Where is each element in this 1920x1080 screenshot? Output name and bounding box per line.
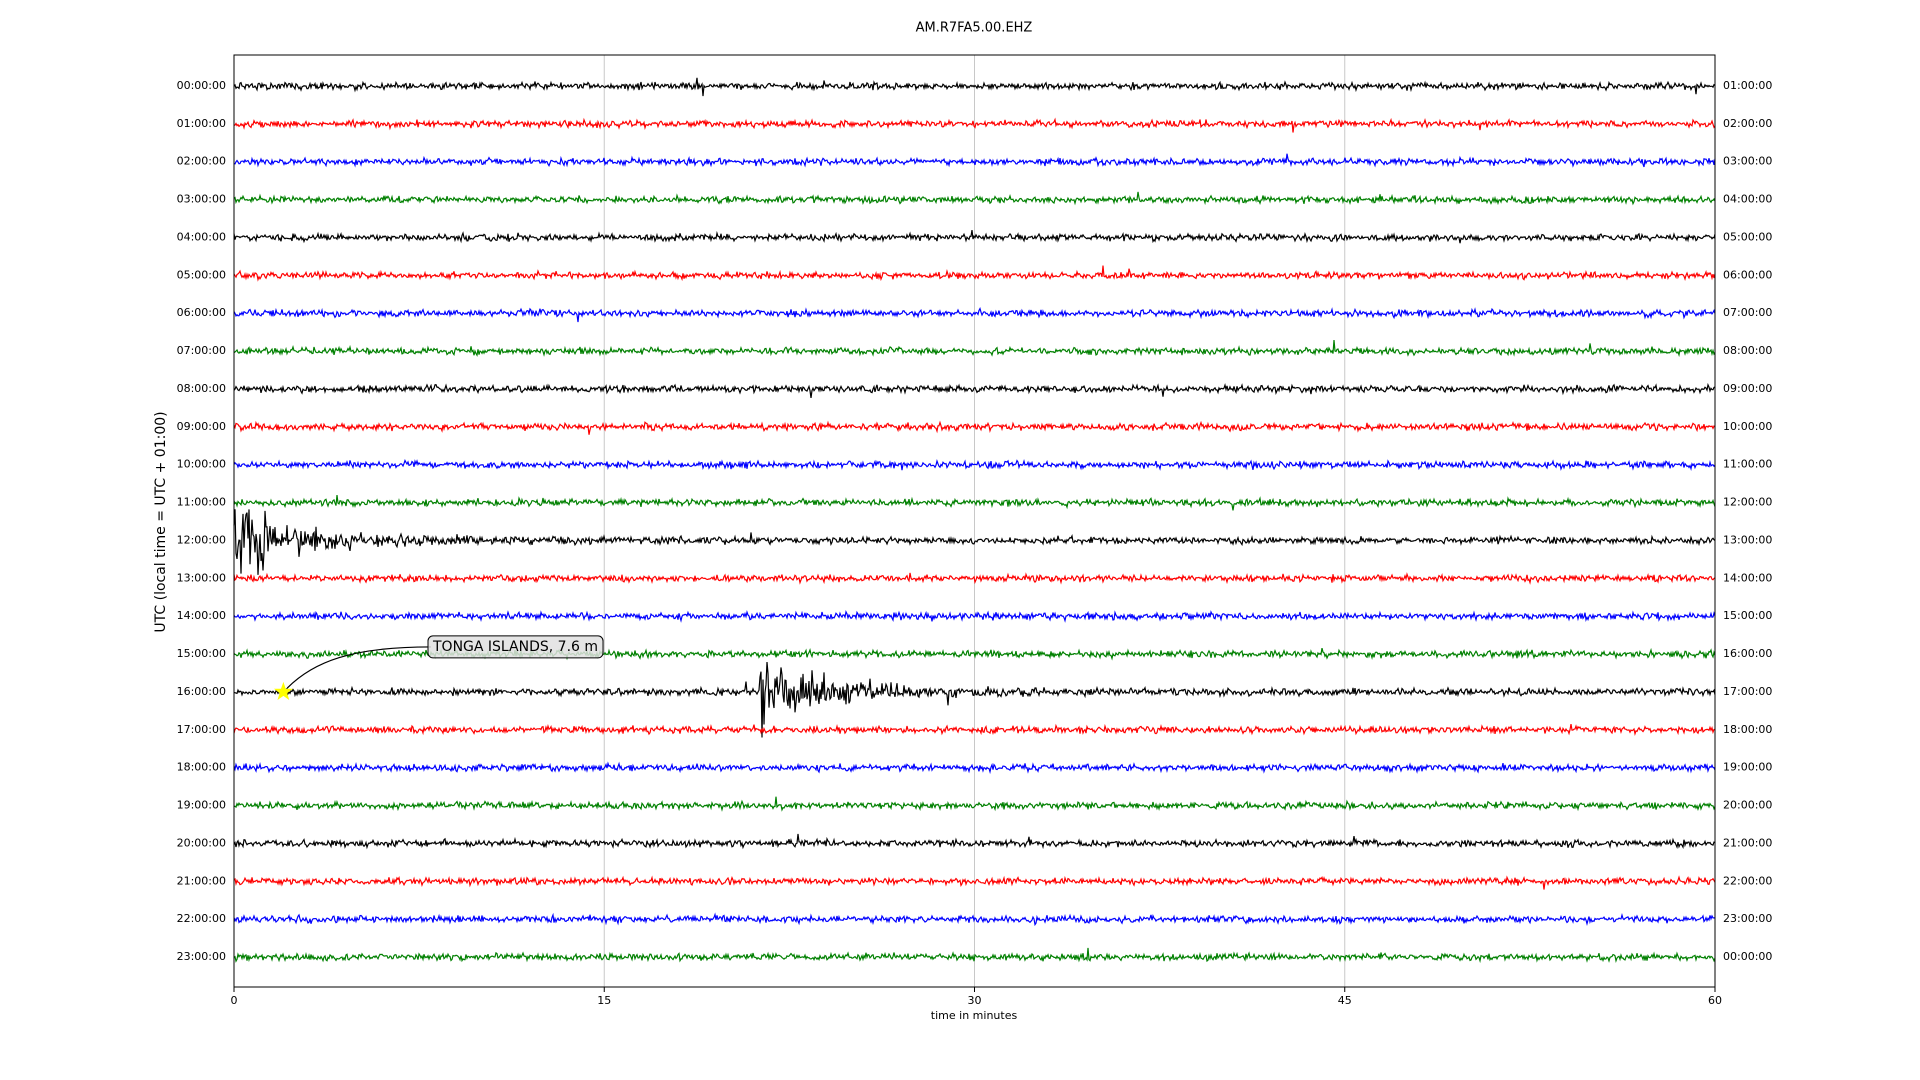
trace <box>233 458 1716 472</box>
row-label-left: 11:00:00 <box>177 496 226 509</box>
row-label-right: 17:00:00 <box>1723 685 1772 698</box>
row-label-left: 23:00:00 <box>177 950 226 963</box>
row-label-left: 14:00:00 <box>177 609 226 622</box>
row-label-left: 16:00:00 <box>177 685 226 698</box>
row-label-left: 01:00:00 <box>177 117 226 130</box>
trace <box>233 947 1716 964</box>
row-label-right: 18:00:00 <box>1723 723 1772 736</box>
row-label-left: 07:00:00 <box>177 344 226 357</box>
x-tick-label: 30 <box>968 994 982 1007</box>
trace <box>233 723 1716 737</box>
row-label-right: 15:00:00 <box>1723 609 1772 622</box>
row-label-left: 12:00:00 <box>177 533 226 546</box>
row-label-right: 03:00:00 <box>1723 155 1772 168</box>
row-label-right: 02:00:00 <box>1723 117 1772 130</box>
row-label-left: 00:00:00 <box>177 79 226 92</box>
row-label-right: 09:00:00 <box>1723 382 1772 395</box>
trace <box>233 572 1716 585</box>
trace <box>233 912 1716 927</box>
trace <box>233 153 1716 168</box>
row-label-right: 01:00:00 <box>1723 79 1772 92</box>
grid <box>233 55 1716 987</box>
row-label-right: 23:00:00 <box>1723 912 1772 925</box>
row-label-left: 13:00:00 <box>177 571 226 584</box>
row-label-left: 02:00:00 <box>177 155 226 168</box>
x-tick-label: 15 <box>597 994 611 1007</box>
trace <box>234 661 1716 738</box>
row-label-left: 09:00:00 <box>177 420 226 433</box>
row-label-right: 14:00:00 <box>1723 571 1772 584</box>
trace <box>233 833 1716 850</box>
trace <box>233 265 1716 282</box>
row-label-left: 15:00:00 <box>177 647 226 660</box>
row-label-left: 06:00:00 <box>177 306 226 319</box>
row-label-right: 08:00:00 <box>1723 344 1772 357</box>
row-label-right: 21:00:00 <box>1723 836 1772 849</box>
row-label-left: 04:00:00 <box>177 230 226 243</box>
row-label-left: 03:00:00 <box>177 193 226 206</box>
row-label-left: 10:00:00 <box>177 458 226 471</box>
row-label-left: 05:00:00 <box>177 268 226 281</box>
row-label-right: 06:00:00 <box>1723 268 1772 281</box>
trace <box>233 117 1716 133</box>
trace <box>233 306 1716 323</box>
row-label-right: 00:00:00 <box>1723 950 1772 963</box>
trace <box>233 77 1716 97</box>
row-label-left: 21:00:00 <box>177 874 226 887</box>
trace <box>233 382 1716 398</box>
trace <box>233 609 1716 623</box>
row-label-left: 20:00:00 <box>177 836 226 849</box>
trace <box>233 230 1716 244</box>
row-label-right: 12:00:00 <box>1723 496 1772 509</box>
row-label-right: 16:00:00 <box>1723 647 1772 660</box>
x-tick-label: 60 <box>1708 994 1722 1007</box>
trace <box>233 796 1716 812</box>
row-label-right: 04:00:00 <box>1723 193 1772 206</box>
annotation-arrow <box>286 646 432 689</box>
annotation-text: TONGA ISLANDS, 7.6 m <box>432 639 598 655</box>
row-label-left: 08:00:00 <box>177 382 226 395</box>
row-label-right: 20:00:00 <box>1723 799 1772 812</box>
trace <box>233 340 1716 358</box>
chart-title: AM.R7FA5.00.EHZ <box>916 21 1033 36</box>
row-label-right: 13:00:00 <box>1723 533 1772 546</box>
trace <box>233 761 1716 775</box>
row-label-right: 11:00:00 <box>1723 458 1772 471</box>
trace <box>233 191 1716 206</box>
row-label-right: 10:00:00 <box>1723 420 1772 433</box>
trace <box>233 509 1716 575</box>
row-label-left: 19:00:00 <box>177 799 226 812</box>
trace <box>233 495 1716 511</box>
trace <box>233 420 1716 435</box>
row-label-left: 18:00:00 <box>177 761 226 774</box>
row-label-left: 22:00:00 <box>177 912 226 925</box>
annotation-box <box>427 635 604 659</box>
row-label-right: 07:00:00 <box>1723 306 1772 319</box>
y-axis-label: UTC (local time = UTC + 01:00) <box>153 411 169 632</box>
traces <box>233 77 1716 964</box>
trace <box>233 875 1716 890</box>
row-label-right: 22:00:00 <box>1723 874 1772 887</box>
x-tick-label: 0 <box>231 994 238 1007</box>
row-label-right: 19:00:00 <box>1723 761 1772 774</box>
row-label-left: 17:00:00 <box>177 723 226 736</box>
row-label-right: 05:00:00 <box>1723 230 1772 243</box>
x-axis-label: time in minutes <box>931 1009 1018 1022</box>
x-tick-label: 45 <box>1338 994 1352 1007</box>
event-star <box>273 681 293 700</box>
